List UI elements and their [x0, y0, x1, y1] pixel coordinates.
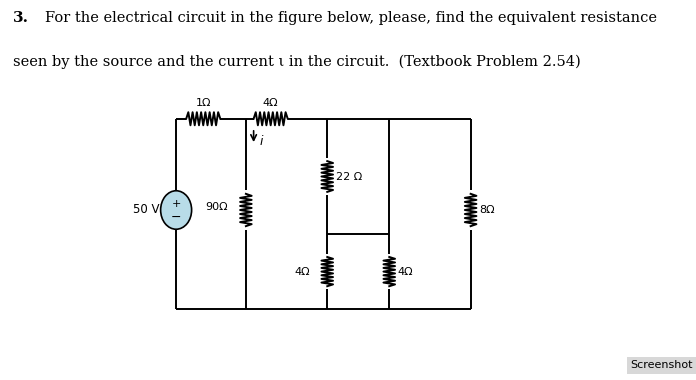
Ellipse shape	[161, 191, 191, 229]
Text: 22 Ω: 22 Ω	[335, 171, 362, 182]
Text: 50 V: 50 V	[134, 204, 160, 217]
Text: $i$: $i$	[259, 134, 264, 148]
Text: +: +	[171, 199, 181, 209]
Text: 4Ω: 4Ω	[398, 267, 413, 277]
Text: 4Ω: 4Ω	[263, 98, 278, 108]
Text: 8Ω: 8Ω	[479, 205, 495, 215]
Text: 4Ω: 4Ω	[294, 267, 310, 277]
Text: 90Ω: 90Ω	[205, 202, 228, 212]
Text: For the electrical circuit in the figure below, please, find the equivalent resi: For the electrical circuit in the figure…	[45, 11, 657, 25]
Text: −: −	[171, 211, 182, 223]
Text: 1Ω: 1Ω	[196, 98, 211, 108]
Text: seen by the source and the current ι in the circuit.  (Textbook Problem 2.54): seen by the source and the current ι in …	[13, 55, 580, 70]
Text: 3.: 3.	[13, 11, 29, 25]
Text: Screenshot: Screenshot	[630, 361, 693, 370]
